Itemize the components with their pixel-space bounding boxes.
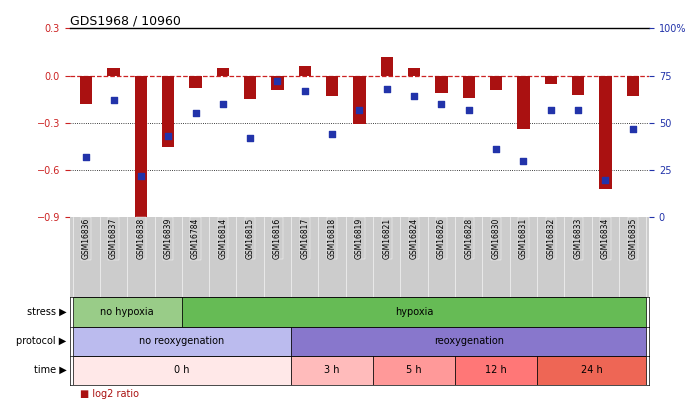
Text: GSM16815: GSM16815 xyxy=(246,217,255,259)
Text: 3 h: 3 h xyxy=(325,365,340,375)
Point xyxy=(163,133,174,139)
Bar xyxy=(408,68,420,76)
Text: GSM16814: GSM16814 xyxy=(218,217,228,259)
Text: 12 h: 12 h xyxy=(485,365,507,375)
Bar xyxy=(80,76,92,104)
Point xyxy=(135,173,147,179)
Bar xyxy=(572,76,584,94)
Point xyxy=(381,85,392,92)
Text: GSM16837: GSM16837 xyxy=(109,217,118,259)
Text: GSM16821: GSM16821 xyxy=(383,217,392,258)
Bar xyxy=(216,68,229,76)
Bar xyxy=(189,76,202,88)
Text: 5 h: 5 h xyxy=(406,365,422,375)
Bar xyxy=(353,76,366,124)
Point xyxy=(628,125,639,132)
Text: stress ▶: stress ▶ xyxy=(27,307,66,317)
Point xyxy=(545,107,556,113)
Text: GSM16831: GSM16831 xyxy=(519,217,528,259)
Text: GSM16819: GSM16819 xyxy=(355,217,364,259)
Text: protocol ▶: protocol ▶ xyxy=(16,336,66,346)
Text: no reoxygenation: no reoxygenation xyxy=(139,336,225,346)
Bar xyxy=(73,297,182,326)
Bar xyxy=(291,326,646,356)
Text: GSM16838: GSM16838 xyxy=(136,217,145,259)
Bar xyxy=(291,356,373,385)
Point xyxy=(299,87,311,94)
Text: no hypoxia: no hypoxia xyxy=(101,307,154,317)
Text: ■ log2 ratio: ■ log2 ratio xyxy=(80,389,140,399)
Text: GSM16839: GSM16839 xyxy=(163,217,172,259)
Bar xyxy=(182,297,646,326)
Bar xyxy=(517,76,530,129)
Text: GSM16784: GSM16784 xyxy=(191,217,200,259)
Text: time ▶: time ▶ xyxy=(34,365,66,375)
Bar xyxy=(326,76,339,96)
Bar xyxy=(162,76,174,147)
Text: GSM16828: GSM16828 xyxy=(464,217,473,258)
Bar xyxy=(544,76,557,83)
Bar xyxy=(135,76,147,221)
Bar xyxy=(455,356,537,385)
Bar xyxy=(373,356,455,385)
Point xyxy=(108,97,119,103)
Bar xyxy=(463,76,475,98)
Point xyxy=(408,93,419,100)
Bar xyxy=(627,76,639,96)
Text: GDS1968 / 10960: GDS1968 / 10960 xyxy=(70,14,181,27)
Text: GSM16818: GSM16818 xyxy=(327,217,336,258)
Text: GSM16830: GSM16830 xyxy=(491,217,500,259)
Point xyxy=(572,107,584,113)
Point xyxy=(491,146,502,153)
Bar xyxy=(436,76,447,93)
Point xyxy=(463,107,475,113)
Bar xyxy=(73,326,291,356)
Text: GSM16826: GSM16826 xyxy=(437,217,446,259)
Bar xyxy=(380,57,393,76)
Text: GSM16836: GSM16836 xyxy=(82,217,91,259)
Point xyxy=(190,110,201,117)
Bar xyxy=(272,76,283,90)
Bar xyxy=(299,66,311,76)
Point xyxy=(272,78,283,85)
Text: 24 h: 24 h xyxy=(581,365,602,375)
Point xyxy=(244,135,255,141)
Text: GSM16835: GSM16835 xyxy=(628,217,637,259)
Bar xyxy=(244,76,256,99)
Text: GSM16817: GSM16817 xyxy=(300,217,309,259)
Bar xyxy=(490,76,503,90)
Text: reoxygenation: reoxygenation xyxy=(433,336,504,346)
Bar xyxy=(600,76,611,189)
Point xyxy=(518,158,529,164)
Point xyxy=(600,177,611,183)
Text: 0 h: 0 h xyxy=(174,365,190,375)
Bar xyxy=(73,356,291,385)
Text: hypoxia: hypoxia xyxy=(395,307,433,317)
Point xyxy=(354,107,365,113)
Point xyxy=(217,101,228,107)
Text: GSM16816: GSM16816 xyxy=(273,217,282,259)
Text: GSM16833: GSM16833 xyxy=(574,217,583,259)
Text: GSM16834: GSM16834 xyxy=(601,217,610,259)
Point xyxy=(80,154,91,160)
Text: GSM16824: GSM16824 xyxy=(410,217,419,259)
Bar xyxy=(107,68,119,76)
Point xyxy=(327,131,338,137)
Text: GSM16832: GSM16832 xyxy=(547,217,556,259)
Point xyxy=(436,101,447,107)
Bar xyxy=(537,356,646,385)
